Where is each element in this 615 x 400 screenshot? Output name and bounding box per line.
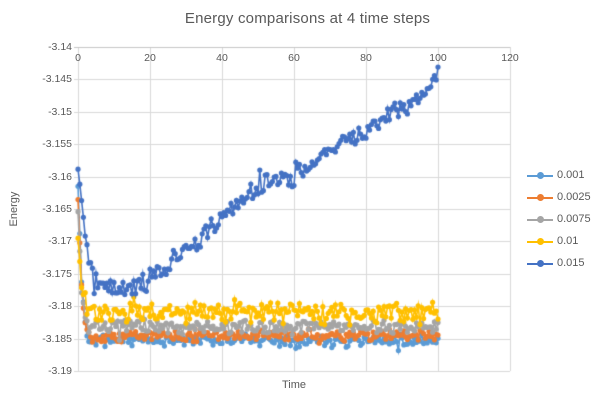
x-tick-label: 40 xyxy=(216,52,228,64)
legend-item-0.0025[interactable]: 0.0025 xyxy=(527,186,591,208)
y-tick-label: -3.185 xyxy=(42,332,72,345)
y-tick-label: -3.19 xyxy=(48,365,72,377)
legend-series-marker-icon xyxy=(527,171,553,179)
chart-title: Energy comparisons at 4 time steps xyxy=(184,10,431,27)
y-tick-label: -3.155 xyxy=(42,138,72,151)
legend-label: 0.015 xyxy=(557,257,585,269)
legend-item-0.001[interactable]: 0.001 xyxy=(527,164,591,186)
legend-series-marker-icon xyxy=(527,259,553,267)
y-tick-label: -3.14 xyxy=(48,41,72,53)
y-tick-label: -3.17 xyxy=(48,235,72,248)
legend: 0.001 0.0025 0.0075 0.01 0.015 xyxy=(527,164,591,274)
y-tick-label: -3.145 xyxy=(42,73,72,86)
legend-label: 0.01 xyxy=(557,235,579,247)
y-tick-label: -3.165 xyxy=(42,203,72,215)
x-tick-label: 120 xyxy=(501,52,519,64)
y-axis-title: Energy xyxy=(8,191,20,227)
legend-series-marker-icon xyxy=(527,237,553,245)
x-tick-label: 100 xyxy=(429,52,447,64)
legend-label: 0.0075 xyxy=(557,213,591,225)
y-tick-label: -3.15 xyxy=(48,105,72,118)
legend-label: 0.0025 xyxy=(557,191,591,203)
x-tick-label: 20 xyxy=(144,52,156,64)
legend-item-0.015[interactable]: 0.015 xyxy=(527,252,591,274)
y-tick-label: -3.175 xyxy=(42,267,72,280)
y-tick-label: -3.18 xyxy=(48,300,72,313)
legend-label: 0.001 xyxy=(557,169,585,181)
legend-item-0.01[interactable]: 0.01 xyxy=(527,230,591,252)
legend-series-marker-icon xyxy=(527,193,553,201)
y-tick-label: -3.16 xyxy=(48,170,72,183)
x-tick-label: 60 xyxy=(288,52,300,64)
x-tick-label: 0 xyxy=(75,52,81,64)
legend-item-0.0075[interactable]: 0.0075 xyxy=(527,208,591,230)
x-tick-label: 80 xyxy=(360,52,372,64)
x-axis-title: Time xyxy=(281,379,307,391)
legend-series-marker-icon xyxy=(527,215,553,223)
